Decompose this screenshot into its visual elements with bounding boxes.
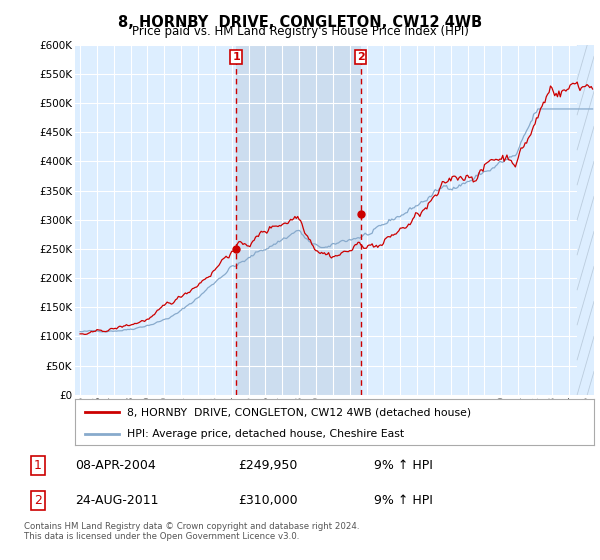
Bar [577,45,598,395]
Text: Contains HM Land Registry data © Crown copyright and database right 2024.
This d: Contains HM Land Registry data © Crown c… [24,522,359,542]
Text: 2: 2 [357,52,364,62]
Text: 2: 2 [34,494,42,507]
Text: £249,950: £249,950 [238,459,298,472]
Text: HPI: Average price, detached house, Cheshire East: HPI: Average price, detached house, Ches… [127,429,404,438]
Bar [236,45,361,395]
Text: 1: 1 [34,459,42,472]
Text: 08-APR-2004: 08-APR-2004 [75,459,155,472]
Text: 8, HORNBY  DRIVE, CONGLETON, CW12 4WB (detached house): 8, HORNBY DRIVE, CONGLETON, CW12 4WB (de… [127,407,471,417]
Text: Price paid vs. HM Land Registry's House Price Index (HPI): Price paid vs. HM Land Registry's House … [131,25,469,38]
Text: £310,000: £310,000 [238,494,298,507]
Text: 1: 1 [232,52,240,62]
Text: 24-AUG-2011: 24-AUG-2011 [75,494,158,507]
Text: 9% ↑ HPI: 9% ↑ HPI [374,494,433,507]
Text: 8, HORNBY  DRIVE, CONGLETON, CW12 4WB: 8, HORNBY DRIVE, CONGLETON, CW12 4WB [118,15,482,30]
Text: 9% ↑ HPI: 9% ↑ HPI [374,459,433,472]
